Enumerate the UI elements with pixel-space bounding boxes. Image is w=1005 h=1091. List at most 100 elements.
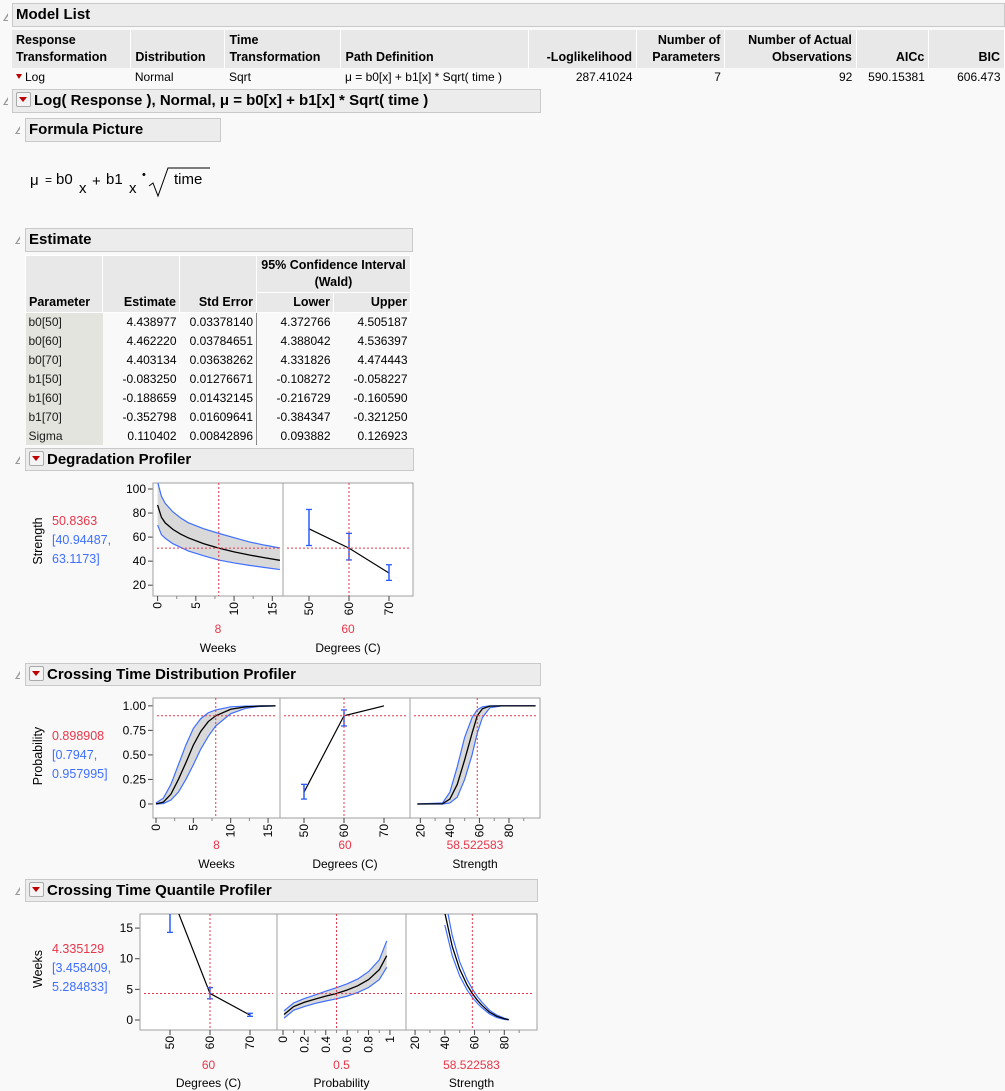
crossing-time-quantile-profilerheader[interactable]: Crossing Time Quantile Profiler bbox=[25, 879, 538, 902]
crossing-time-distribution-profilerheader[interactable]: Crossing Time Distribution Profiler bbox=[25, 663, 541, 686]
x-current-value[interactable]: 60 bbox=[341, 622, 355, 636]
x-tick-label: 0.4 bbox=[319, 1036, 333, 1053]
x-tick-label: 20 bbox=[408, 1036, 422, 1050]
y-value-readout: 0.898908 [0.7947, 0.957995] bbox=[52, 727, 108, 784]
lower-bound-line bbox=[444, 924, 509, 1021]
model-list-title: Model List bbox=[16, 6, 91, 23]
cell-parameter: b1[60] bbox=[25, 388, 103, 408]
y-axis-label: Probability bbox=[31, 726, 45, 786]
red-triangle-menu-icon[interactable] bbox=[29, 882, 44, 897]
x-axis-label: Probability bbox=[313, 1076, 369, 1090]
row-menu-icon[interactable] bbox=[16, 74, 22, 79]
model-list-disclosure-icon[interactable] bbox=[3, 13, 8, 21]
col-estimate: Estimate bbox=[102, 255, 180, 313]
formula-equals: = bbox=[45, 173, 53, 187]
lower-bound-line bbox=[155, 705, 276, 805]
cell-lower: 4.388042 bbox=[280, 334, 331, 349]
x-tick-label: 1 bbox=[383, 1036, 397, 1043]
x-current-value[interactable]: 60 bbox=[202, 1058, 216, 1072]
upper-bound-line bbox=[417, 705, 536, 805]
prediction-line bbox=[303, 705, 385, 793]
error-bar bbox=[301, 783, 307, 800]
formula-picture-title: Formula Picture bbox=[29, 121, 144, 138]
col-ci-header: 95% Confidence Interval (Wald) bbox=[256, 255, 411, 293]
confidence-band bbox=[284, 940, 387, 1019]
y-current-value[interactable]: 4.335129 bbox=[52, 942, 105, 956]
profiler-panel[interactable]: 0 5 10 15 8 Weeks bbox=[151, 482, 284, 655]
y-value-readout: 50.8363 [40.94487, 63.1173] bbox=[52, 512, 111, 569]
cell-std-error: 0.03784651 bbox=[179, 331, 257, 351]
x-axis-label: Strength bbox=[449, 1076, 494, 1090]
col-bic: BIC bbox=[928, 30, 1005, 68]
x-current-value[interactable]: 58.522583 bbox=[443, 1058, 500, 1072]
x-current-value[interactable]: 60 bbox=[338, 838, 352, 852]
prediction-line bbox=[308, 528, 390, 574]
x-tick-label: 80 bbox=[497, 1036, 511, 1050]
cell-parameter: b1[50] bbox=[25, 369, 103, 389]
x-current-value[interactable]: 58.522583 bbox=[447, 838, 504, 852]
y-tick-label: 0.75 bbox=[123, 723, 147, 737]
y-tick-label: 1.00 bbox=[123, 699, 147, 713]
error-bar bbox=[207, 986, 213, 1000]
table-row[interactable]: Log Normal Sqrt μ = b0[x] + b1[x] * Sqrt… bbox=[12, 68, 1005, 86]
plot-frame bbox=[276, 913, 407, 1031]
model-report-header[interactable]: Log( Response ), Normal, μ = b0[x] + b1[… bbox=[12, 89, 541, 113]
x-axis-label: Strength bbox=[452, 857, 497, 871]
estimate-header[interactable]: Estimate bbox=[25, 228, 413, 252]
error-bar bbox=[341, 709, 347, 727]
degradation-profilerheader[interactable]: Degradation Profiler bbox=[25, 448, 414, 471]
y-axis-label: Weeks bbox=[31, 950, 45, 988]
degradation-profilerdisclosure-icon[interactable] bbox=[15, 456, 20, 464]
profiler-panel[interactable]: 50 60 70 60 Degrees (C) bbox=[279, 697, 411, 871]
cell-upper: 4.474443 bbox=[357, 353, 408, 368]
formula-sub-x: x bbox=[129, 180, 137, 197]
model-list-header[interactable]: Model List bbox=[12, 3, 1005, 27]
number-of-observations: 92 bbox=[838, 70, 853, 84]
red-triangle-menu-icon[interactable] bbox=[16, 92, 31, 107]
bic: 606.473 bbox=[957, 70, 1001, 84]
profiler-panel[interactable]: 50 60 70 60 Degrees (C) bbox=[282, 482, 414, 655]
profiler-panel[interactable]: 0 0.2 0.4 0.6 0.8 1 0.5 Probability bbox=[276, 913, 407, 1090]
aicc: 590.15381 bbox=[868, 70, 925, 84]
table-row: b0[50] 4.438977 0.03378140 4.372766 4.505187 bbox=[25, 312, 411, 332]
y-tick-label: 40 bbox=[133, 554, 147, 568]
lower-bound-line bbox=[157, 524, 281, 571]
crossing-time-distribution-profilerdisclosure-icon[interactable] bbox=[15, 671, 20, 679]
col-loglikelihood: -Loglikelihood bbox=[528, 30, 638, 68]
y-current-value[interactable]: 0.898908 bbox=[52, 729, 105, 743]
plot-frame bbox=[139, 913, 278, 1031]
x-tick-label: 0.8 bbox=[362, 1036, 376, 1053]
cell-lower: -0.216729 bbox=[276, 391, 331, 405]
x-current-value[interactable]: 8 bbox=[215, 622, 222, 636]
cell-upper: -0.058227 bbox=[353, 372, 408, 387]
y-current-value[interactable]: 50.8363 bbox=[52, 514, 98, 528]
red-triangle-menu-icon[interactable] bbox=[29, 451, 44, 466]
cell-std-error: 0.01276671 bbox=[179, 369, 257, 389]
x-tick-label: 15 bbox=[265, 602, 279, 616]
crossing-time-quantile-profilerdisclosure-icon[interactable] bbox=[15, 887, 20, 895]
red-triangle-menu-icon[interactable] bbox=[29, 666, 44, 681]
model-disclosure-icon[interactable] bbox=[3, 97, 8, 105]
upper-bound-line bbox=[283, 940, 388, 1012]
path-definition: μ = b0[x] + b1[x] * Sqrt( time ) bbox=[344, 70, 502, 84]
plot-frame bbox=[279, 697, 411, 819]
y-tick-label: 10 bbox=[120, 952, 134, 966]
formula-mu: μ bbox=[30, 172, 39, 189]
profiler-panel[interactable]: 0 5 10 15 8 Weeks bbox=[149, 697, 281, 871]
col-lower: Lower bbox=[256, 292, 334, 313]
cell-estimate: 4.462220 bbox=[126, 334, 177, 349]
x-current-value[interactable]: 8 bbox=[213, 838, 220, 852]
formula-picture-header[interactable]: Formula Picture bbox=[25, 118, 221, 142]
table-row: b0[70] 4.403134 0.03638262 4.331826 4.474443 bbox=[25, 350, 411, 370]
formula-b0: b0 bbox=[56, 171, 73, 188]
formula-disclosure-icon[interactable] bbox=[15, 126, 20, 134]
x-tick-label: 70 bbox=[243, 1036, 257, 1050]
x-current-value[interactable]: 0.5 bbox=[333, 1058, 350, 1072]
estimate-disclosure-icon[interactable] bbox=[15, 236, 20, 244]
col-aicc: AICc bbox=[856, 30, 930, 68]
x-axis-label: Weeks bbox=[198, 857, 234, 871]
